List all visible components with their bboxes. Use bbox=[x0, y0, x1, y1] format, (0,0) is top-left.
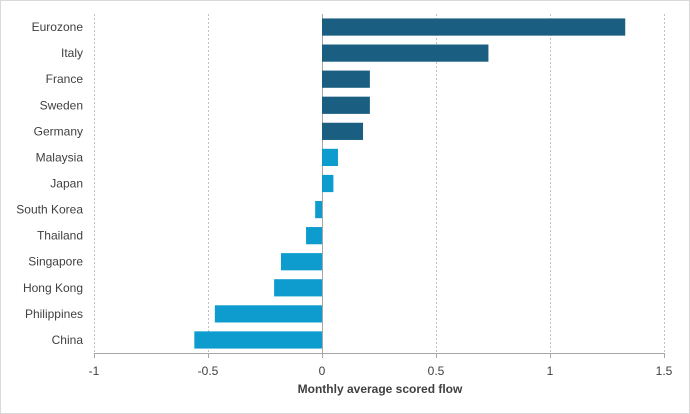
bar-philippines bbox=[214, 305, 322, 323]
category-label: Japan bbox=[50, 177, 83, 191]
bar-italy bbox=[322, 44, 489, 62]
bar-france bbox=[322, 70, 370, 88]
category-label: Malaysia bbox=[36, 150, 84, 164]
category-label: Italy bbox=[61, 46, 83, 60]
bar-sweden bbox=[322, 96, 370, 114]
bar-south-korea bbox=[315, 200, 322, 219]
x-tick-label: -1 bbox=[89, 364, 100, 378]
x-tick-label: 0.5 bbox=[428, 364, 445, 378]
x-axis-title: Monthly average scored flow bbox=[298, 382, 463, 396]
bar-japan bbox=[322, 174, 334, 193]
bar-eurozone bbox=[322, 18, 626, 36]
bar-malaysia bbox=[322, 148, 338, 167]
bar-singapore bbox=[280, 253, 322, 271]
category-label: Singapore bbox=[28, 255, 83, 269]
category-label: Eurozone bbox=[32, 20, 84, 34]
category-label: China bbox=[52, 333, 84, 347]
category-label: Sweden bbox=[40, 98, 83, 112]
category-labels: Eurozone Italy France Sweden Germany Malaysia… bbox=[16, 20, 83, 347]
category-label: South Korea bbox=[16, 203, 83, 217]
category-label: Thailand bbox=[37, 229, 83, 243]
x-tick-labels: -1 -0.5 0 0.5 1 1.5 bbox=[89, 364, 673, 378]
x-tick-label: 1 bbox=[547, 364, 554, 378]
bar-hong-kong bbox=[274, 279, 322, 297]
category-label: Philippines bbox=[25, 307, 83, 321]
bar-china bbox=[194, 331, 322, 349]
gridlines bbox=[94, 14, 665, 358]
bar-germany bbox=[322, 122, 364, 140]
bar-thailand bbox=[306, 227, 322, 245]
x-tick-label: -0.5 bbox=[198, 364, 219, 378]
bars bbox=[194, 18, 626, 349]
x-tick-label: 1.5 bbox=[656, 364, 673, 378]
x-tick-label: 0 bbox=[319, 364, 326, 378]
category-label: France bbox=[46, 72, 84, 86]
category-label: Hong Kong bbox=[23, 281, 83, 295]
category-label: Germany bbox=[34, 124, 83, 138]
